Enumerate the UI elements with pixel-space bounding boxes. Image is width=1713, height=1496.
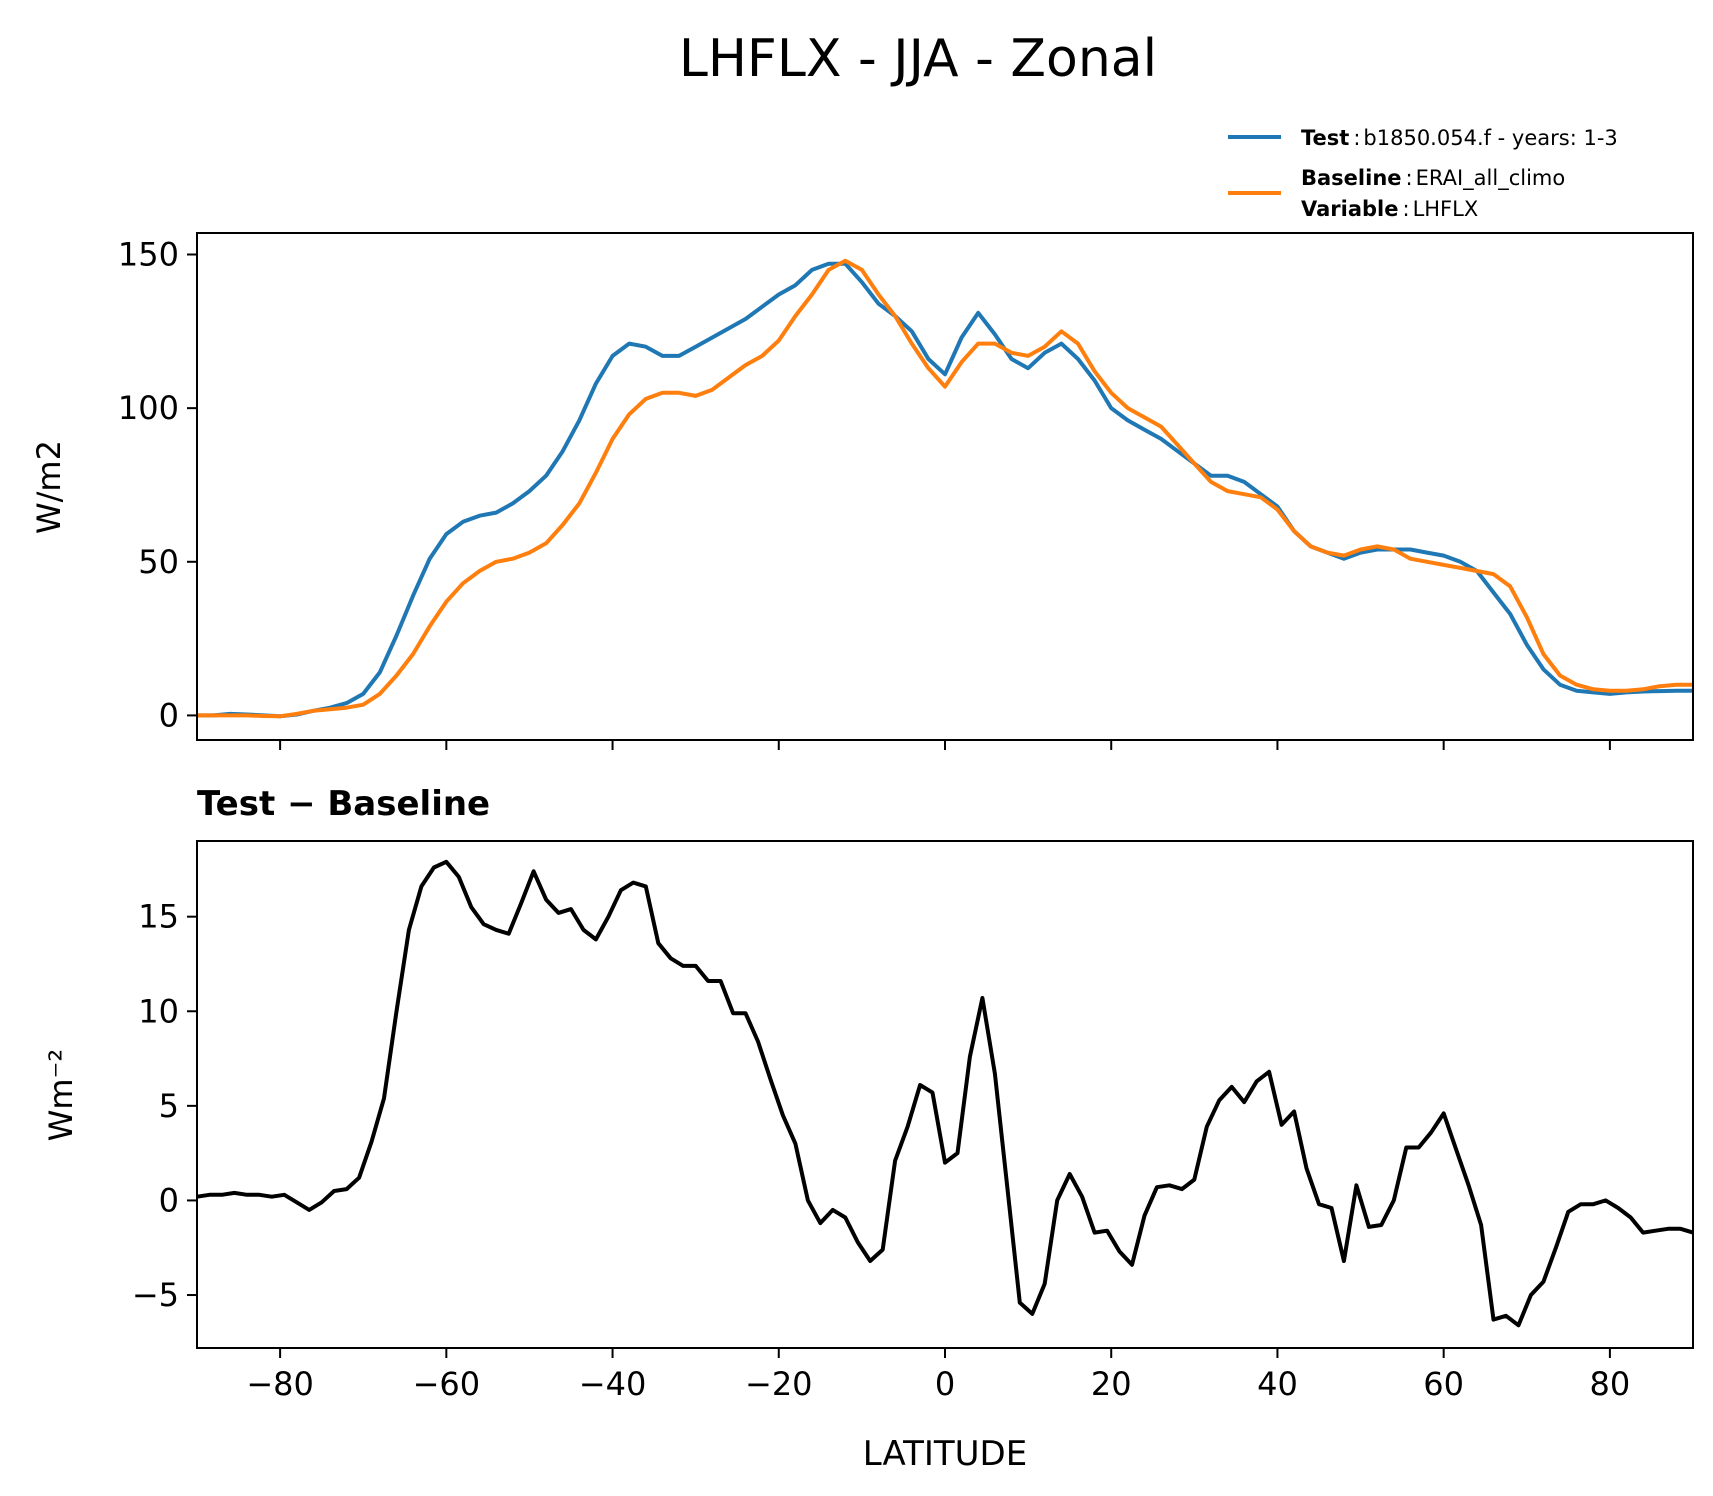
bottom-xticks: −80 −60 −40 −20 0 20 40 60 80: [246, 1348, 1630, 1403]
top-ytick-label: 50: [138, 543, 179, 581]
bottom-xtick-label: 20: [1091, 1365, 1132, 1403]
bottom-series-group: [196, 859, 1694, 1328]
bottom-panel: Test − Baseline −5 0 5 10 15 −80 −60 −40 −20 0 20…: [42, 784, 1694, 1474]
bottom-xtick-label: −20: [745, 1365, 813, 1403]
bottom-xtick-label: 60: [1423, 1365, 1464, 1403]
bottom-ytick-label: −5: [132, 1276, 179, 1314]
diff-title: Test − Baseline: [197, 784, 490, 824]
legend-variable-entry: Variable: LHFLX: [1301, 197, 1478, 221]
top-xticks: [279, 740, 1611, 750]
top-ylabel: W/m2: [30, 440, 68, 534]
bottom-xtick-label: 80: [1590, 1365, 1631, 1403]
top-yticks: 0 50 100 150: [118, 236, 197, 734]
legend: Test: b1850.054.f - years: 1-3 Baseline: E…: [1228, 126, 1618, 221]
top-series-group: [197, 258, 1693, 719]
bottom-ytick-label: 10: [138, 992, 179, 1030]
bottom-series-line-difference: [196, 859, 1694, 1328]
bottom-xlabel: LATITUDE: [863, 1434, 1027, 1474]
top-ytick-label: 150: [118, 236, 179, 274]
bottom-ylabel: Wm⁻²: [42, 1049, 80, 1142]
top-ytick-label: 100: [118, 389, 179, 427]
legend-baseline-entry: Baseline: ERAI_all_climo: [1301, 166, 1565, 191]
bottom-xtick-label: −80: [246, 1365, 314, 1403]
figure-title: LHFLX - JJA - Zonal: [679, 29, 1157, 89]
bottom-xtick-label: 0: [935, 1365, 955, 1403]
top-series-line-baseline: [197, 258, 1693, 719]
bottom-ytick-label: 0: [159, 1181, 179, 1219]
bottom-xtick-label: 40: [1257, 1365, 1298, 1403]
legend-test-entry: Test: b1850.054.f - years: 1-3: [1301, 126, 1618, 150]
bottom-ytick-label: 15: [138, 898, 179, 936]
top-ytick-label: 0: [159, 696, 179, 734]
bottom-xtick-label: −60: [413, 1365, 481, 1403]
top-series-line-test: [197, 261, 1693, 719]
bottom-xtick-label: −40: [579, 1365, 647, 1403]
bottom-yticks: −5 0 5 10 15: [132, 898, 197, 1314]
top-panel: 0 50 100 150 W/m2: [30, 232, 1694, 750]
bottom-ytick-label: 5: [159, 1087, 179, 1125]
